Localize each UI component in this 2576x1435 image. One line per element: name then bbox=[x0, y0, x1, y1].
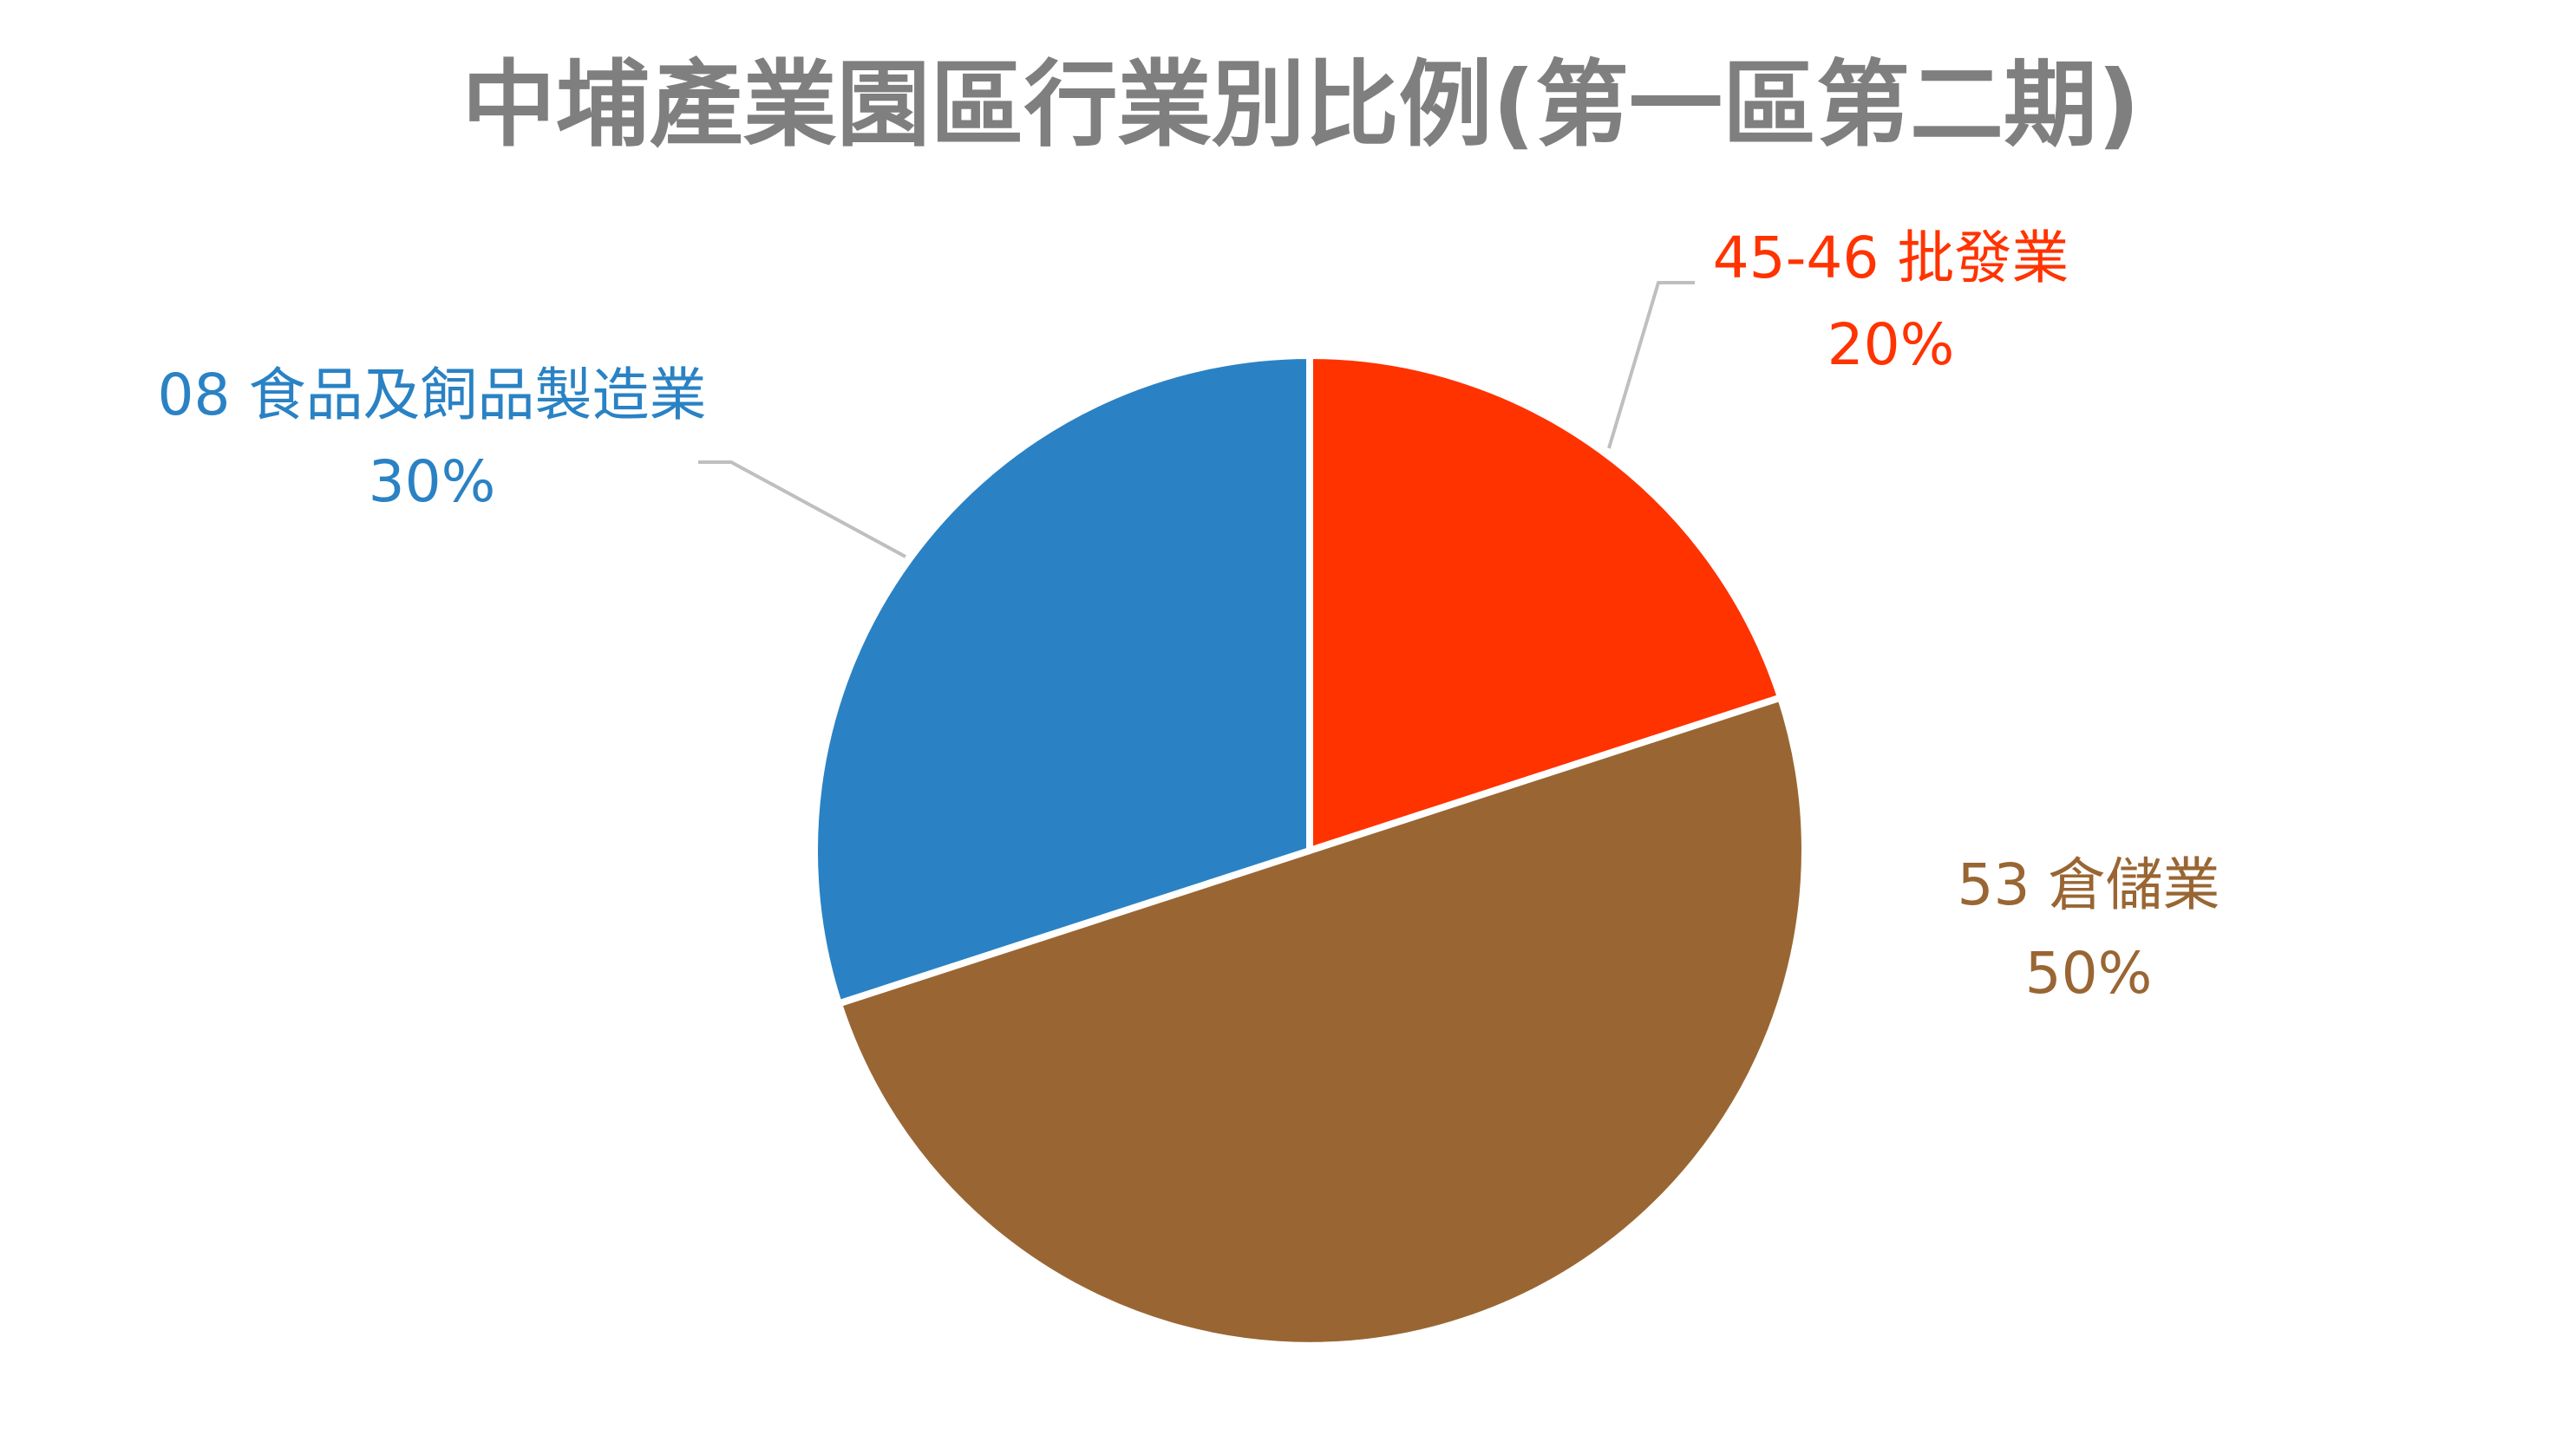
pie-slice bbox=[1306, 352, 1785, 854]
data-label-name: 45-46 批發業 bbox=[1713, 225, 2069, 291]
data-label-name: 08 食品及飼品製造業 bbox=[158, 362, 707, 428]
pie-slice bbox=[839, 698, 1805, 1346]
data-label-name: 53 倉儲業 bbox=[1958, 851, 2220, 918]
pie-slice bbox=[811, 352, 1313, 1008]
leader-line bbox=[1607, 281, 1695, 449]
chart-title: 中埔產業園區行業別比例(第一區第二期) bbox=[462, 51, 2141, 160]
data-label-value: 30% bbox=[369, 448, 496, 515]
leader-line bbox=[698, 460, 906, 558]
data-label-value: 50% bbox=[2025, 940, 2153, 1007]
data-label-value: 20% bbox=[1827, 311, 1955, 378]
